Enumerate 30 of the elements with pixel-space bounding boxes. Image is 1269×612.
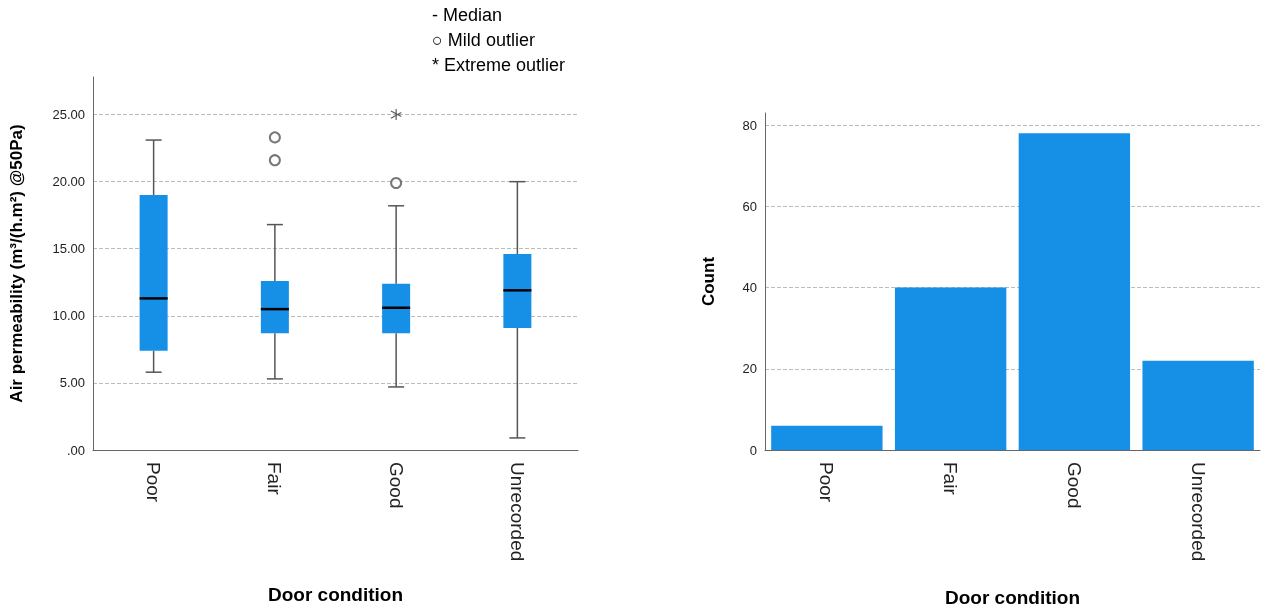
x-tick-label: Unrecorded	[506, 462, 528, 562]
x-axis-title: Door condition	[944, 587, 1081, 608]
y-tick-label: 20.00	[52, 174, 85, 190]
y-tick-label: 60	[742, 198, 757, 214]
bar	[1018, 133, 1131, 450]
y-tick-label: 80	[742, 117, 757, 133]
bar	[1142, 360, 1254, 450]
y-tick-label: .00	[66, 442, 85, 458]
text: - Median	[432, 5, 503, 25]
y-tick-label: 10.00	[52, 308, 85, 324]
x-tick-label: Unrecorded	[1187, 462, 1209, 562]
y-tick-label: 25.00	[52, 107, 85, 123]
x-tick-label: Good	[1063, 462, 1085, 509]
bar	[771, 425, 883, 450]
text: * Extreme outlier	[432, 55, 566, 75]
y-axis-title: Count	[699, 256, 718, 307]
y-axis-title: Air permeability (m³/(h.m²) @50Pa)	[7, 124, 26, 403]
x-tick-label: Poor	[143, 462, 165, 503]
y-tick-label: 20	[742, 361, 757, 377]
y-tick-label: 5.00	[59, 375, 85, 391]
y-tick-label: 15.00	[52, 241, 85, 257]
bar	[894, 287, 1007, 450]
x-tick-label: Fair	[940, 462, 962, 496]
y-tick-label: 40	[742, 280, 757, 296]
x-tick-label: Fair	[264, 462, 286, 496]
x-axis-title: Door condition	[267, 584, 404, 605]
x-tick-label: Poor	[816, 462, 838, 503]
x-tick-label: Good	[385, 462, 407, 509]
y-tick-label: 0	[749, 442, 757, 458]
text: ○ Mild outlier	[432, 30, 535, 50]
